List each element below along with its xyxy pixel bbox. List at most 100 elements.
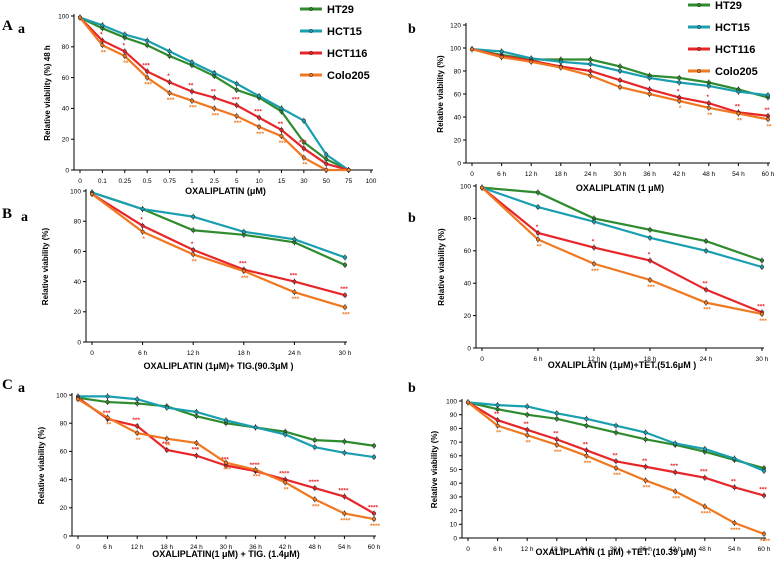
x-tick-label: 6 h [138, 350, 147, 357]
x-tick-label: 6 h [533, 356, 542, 363]
y-tick-label: 100 [56, 392, 67, 399]
data-point [194, 440, 199, 445]
significance-label: *** [672, 495, 680, 502]
x-tick-label: 18 h [160, 544, 173, 551]
data-point [324, 161, 329, 166]
significance-label: ** [188, 82, 194, 89]
x-tick-label: 30 h [614, 171, 627, 178]
data-point [736, 111, 741, 116]
x-tick-label: 12 h [187, 350, 200, 357]
significance-label: *** [162, 441, 170, 448]
x-tick-label: 24 h [190, 544, 203, 551]
significance-label: **** [309, 479, 320, 486]
x-tick-label: 36 h [643, 171, 656, 178]
data-point [554, 411, 559, 416]
data-point [312, 445, 317, 450]
legend-label: Colo205 [327, 70, 370, 82]
significance-label: * [677, 88, 680, 95]
data-point [167, 90, 172, 96]
significance-label: * [140, 217, 143, 224]
data-point [703, 248, 709, 253]
significance-label: * [196, 447, 199, 454]
y-axis-title: Relative viability (%) 48 h [43, 45, 52, 141]
significance-label: *** [340, 286, 348, 293]
data-point [677, 80, 682, 85]
data-point [140, 223, 145, 228]
x-tick-label: 18 h [550, 546, 563, 553]
data-point [301, 140, 306, 145]
data-point [257, 94, 262, 99]
data-point [759, 311, 765, 317]
data-point [643, 478, 648, 483]
y-tick-label: 100 [450, 45, 461, 52]
y-tick-label: 60 [464, 248, 472, 255]
series-line-colo205 [481, 186, 763, 316]
y-tick-label: 80 [62, 44, 70, 51]
legend-label: HT29 [327, 4, 354, 16]
y-tick-label: 40 [464, 281, 472, 288]
y-tick-label: 100 [460, 183, 471, 190]
significance-label: * [167, 73, 170, 80]
significance-label: *** [253, 474, 261, 481]
x-tick-label: 0 [470, 171, 474, 178]
y-tick-label: 40 [62, 106, 70, 113]
x-tick-label: 54 h [338, 544, 351, 551]
significance-label: *** [759, 318, 767, 325]
data-point [761, 468, 767, 473]
data-point [167, 80, 172, 85]
significance-label: *** [239, 261, 247, 268]
data-point [673, 441, 678, 446]
significance-label: ** [642, 458, 648, 465]
significance-label: **** [340, 517, 351, 524]
significance-label: **** [701, 510, 712, 517]
significance-label: ** [526, 439, 532, 446]
data-point [761, 493, 767, 498]
chart-Ca: 0 20 40 60 80 100 0 6 h 12 h 18 h 24 h 30 h 36 h 42 h… [37, 392, 381, 559]
y-tick-label: 100 [70, 188, 81, 195]
significance-label: *** [221, 457, 229, 464]
data-point [647, 227, 653, 232]
data-point [647, 75, 652, 80]
data-point [703, 287, 709, 292]
data-point [257, 115, 262, 120]
significance-label: ** [583, 441, 589, 448]
data-point [189, 98, 194, 103]
significance-label: *** [144, 82, 152, 89]
data-point [591, 245, 597, 250]
data-point [525, 412, 530, 417]
significance-label: **** [279, 471, 290, 478]
y-tick-label: 50 [450, 467, 458, 474]
series-line-hct116 [467, 401, 765, 497]
x-tick-label: 18 h [554, 171, 567, 178]
x-tick-label: 2.5 [210, 178, 219, 185]
data-point [706, 105, 711, 110]
significance-label: *** [757, 303, 765, 310]
data-point [145, 75, 150, 80]
data-point [145, 38, 150, 43]
y-tick-label: 20 [60, 505, 68, 512]
data-point [588, 73, 593, 78]
y-tick-label: 0 [453, 535, 457, 542]
y-axis-title: Relative viability (%) [437, 228, 446, 306]
significance-label: *** [192, 447, 200, 454]
panel-label-Bb: b [408, 211, 416, 226]
significance-label: *** [312, 503, 320, 510]
y-tick-label: 20 [454, 137, 462, 144]
y-tick-label: 20 [464, 313, 472, 320]
y-tick-label: 40 [60, 477, 68, 484]
data-point [525, 404, 530, 409]
data-point [324, 167, 329, 173]
significance-label: ** [735, 103, 741, 110]
x-tick-label: 0.75 [163, 178, 176, 185]
y-tick-label: 80 [454, 68, 462, 75]
y-tick-label: 10 [450, 522, 458, 529]
x-tick-label: 0.5 [143, 178, 152, 185]
data-point [301, 155, 306, 160]
data-point [342, 450, 347, 455]
chart-Ba: 0 20 40 60 80 100 0 6 h 12 h 18 h 24 h 30 h OXALIPLA… [41, 188, 352, 371]
data-point [257, 124, 262, 129]
significance-label: *** [703, 307, 711, 314]
data-point [283, 480, 288, 485]
significance-label: *** [212, 112, 220, 119]
